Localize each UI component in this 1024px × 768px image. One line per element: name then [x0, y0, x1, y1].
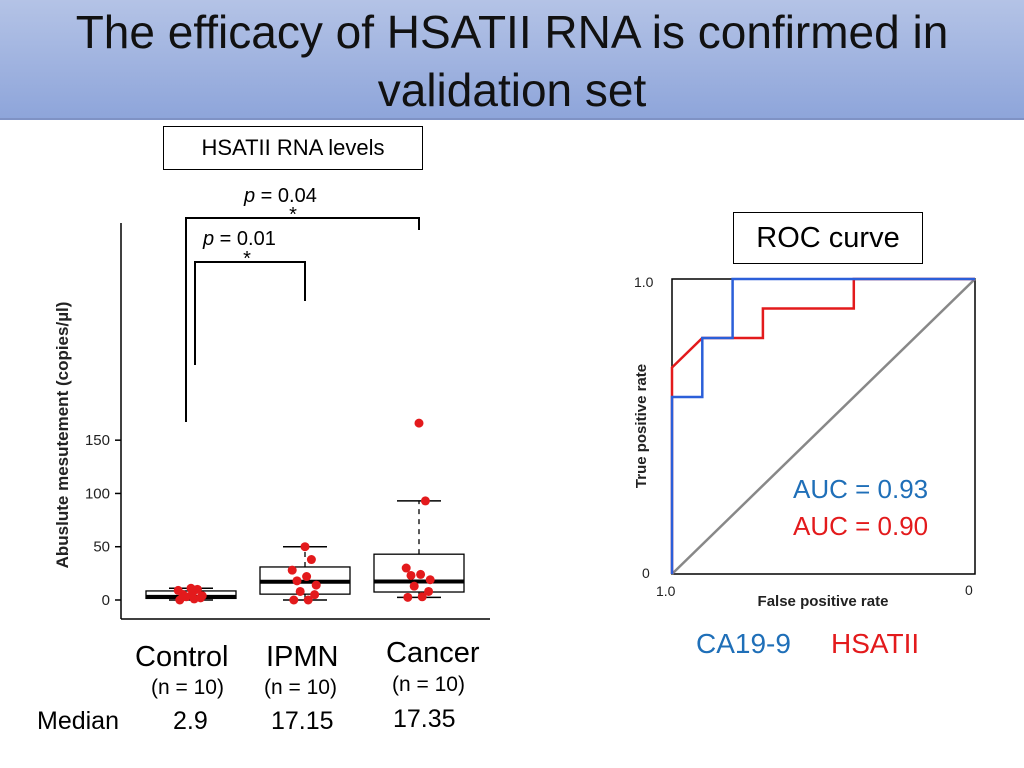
- data-point: [414, 418, 424, 428]
- roc-label: ROC curve: [733, 212, 923, 264]
- data-point: [403, 592, 413, 602]
- roc-chart: 1.0 0 1.0 0 False positive rate True pos…: [633, 274, 976, 610]
- median-value-cancer: 17.35: [393, 705, 456, 733]
- data-point: [310, 590, 320, 600]
- slide-title-line1: The efficacy of HSATII RNA is confirmed …: [75, 6, 949, 58]
- comparison-bracket: [185, 217, 420, 422]
- roc-y-tick-bottom: 0: [642, 565, 650, 581]
- roc-y-axis-title: True positive rate: [633, 364, 650, 488]
- legend-hsatii: HSATII: [831, 628, 920, 659]
- median-value-control: 2.9: [173, 707, 208, 735]
- comparison-bracket: [194, 261, 306, 365]
- median-value-ipmn: 17.15: [271, 707, 334, 735]
- data-point: [409, 581, 419, 591]
- data-point: [406, 570, 416, 580]
- data-point: [302, 572, 312, 582]
- y-tick-label: 100: [85, 485, 110, 502]
- significance-star: *: [289, 204, 297, 226]
- roc-line-hsatii: [670, 277, 975, 574]
- data-point: [303, 595, 313, 605]
- data-point: [424, 586, 434, 596]
- data-point: [425, 575, 435, 585]
- legend-ca199: CA19-9: [696, 628, 791, 659]
- data-point: [300, 542, 310, 552]
- data-point: [417, 592, 427, 602]
- group-label-cancer: Cancer: [386, 637, 480, 669]
- roc-diagonal: [671, 278, 976, 575]
- median-row-label: Median: [37, 707, 119, 735]
- data-point: [401, 563, 411, 573]
- roc-line-ca19-9: [670, 277, 975, 574]
- auc-hsatii: AUC = 0.90: [793, 511, 929, 541]
- group-label-control: Control: [135, 641, 229, 673]
- data-point: [416, 569, 426, 579]
- p-value-label: p = 0.04: [243, 185, 317, 207]
- y-axis-title: Abuslute mesutement (copies/µl): [53, 302, 72, 569]
- data-point: [311, 580, 321, 590]
- auc-ca199: AUC = 0.93: [793, 474, 929, 504]
- data-point: [197, 591, 207, 601]
- roc-y-tick-top: 1.0: [634, 274, 654, 290]
- data-point: [420, 496, 430, 506]
- data-point: [186, 583, 196, 593]
- significance-star: *: [243, 248, 251, 270]
- n-label-cancer: (n = 10): [392, 673, 465, 696]
- data-point: [295, 586, 305, 596]
- boxplot-chart: Abuslute mesutement (copies/µl) 0 50 100 15…: [53, 185, 490, 620]
- roc-x-axis-title: False positive rate: [758, 593, 889, 610]
- slide-title-bar: The efficacy of HSATII RNA is confirmed …: [0, 0, 1024, 120]
- roc-x-tick-right: 0: [965, 582, 973, 598]
- data-point: [292, 576, 302, 586]
- y-tick-label: 50: [93, 539, 110, 556]
- boxplot-label: HSATII RNA levels: [163, 126, 423, 170]
- data-point: [306, 555, 316, 565]
- data-point: [287, 565, 297, 575]
- box-iqr: [373, 553, 465, 593]
- y-tick-label: 0: [102, 592, 110, 609]
- group-label-ipmn: IPMN: [266, 641, 339, 673]
- n-label-control: (n = 10): [151, 676, 224, 699]
- slide-title-line2: validation set: [377, 64, 647, 116]
- n-label-ipmn: (n = 10): [264, 676, 337, 699]
- data-point: [173, 585, 183, 595]
- y-tick-label: 150: [85, 432, 110, 449]
- p-value-label: p = 0.01: [202, 228, 276, 250]
- data-point: [289, 595, 299, 605]
- roc-x-tick-left: 1.0: [656, 583, 676, 599]
